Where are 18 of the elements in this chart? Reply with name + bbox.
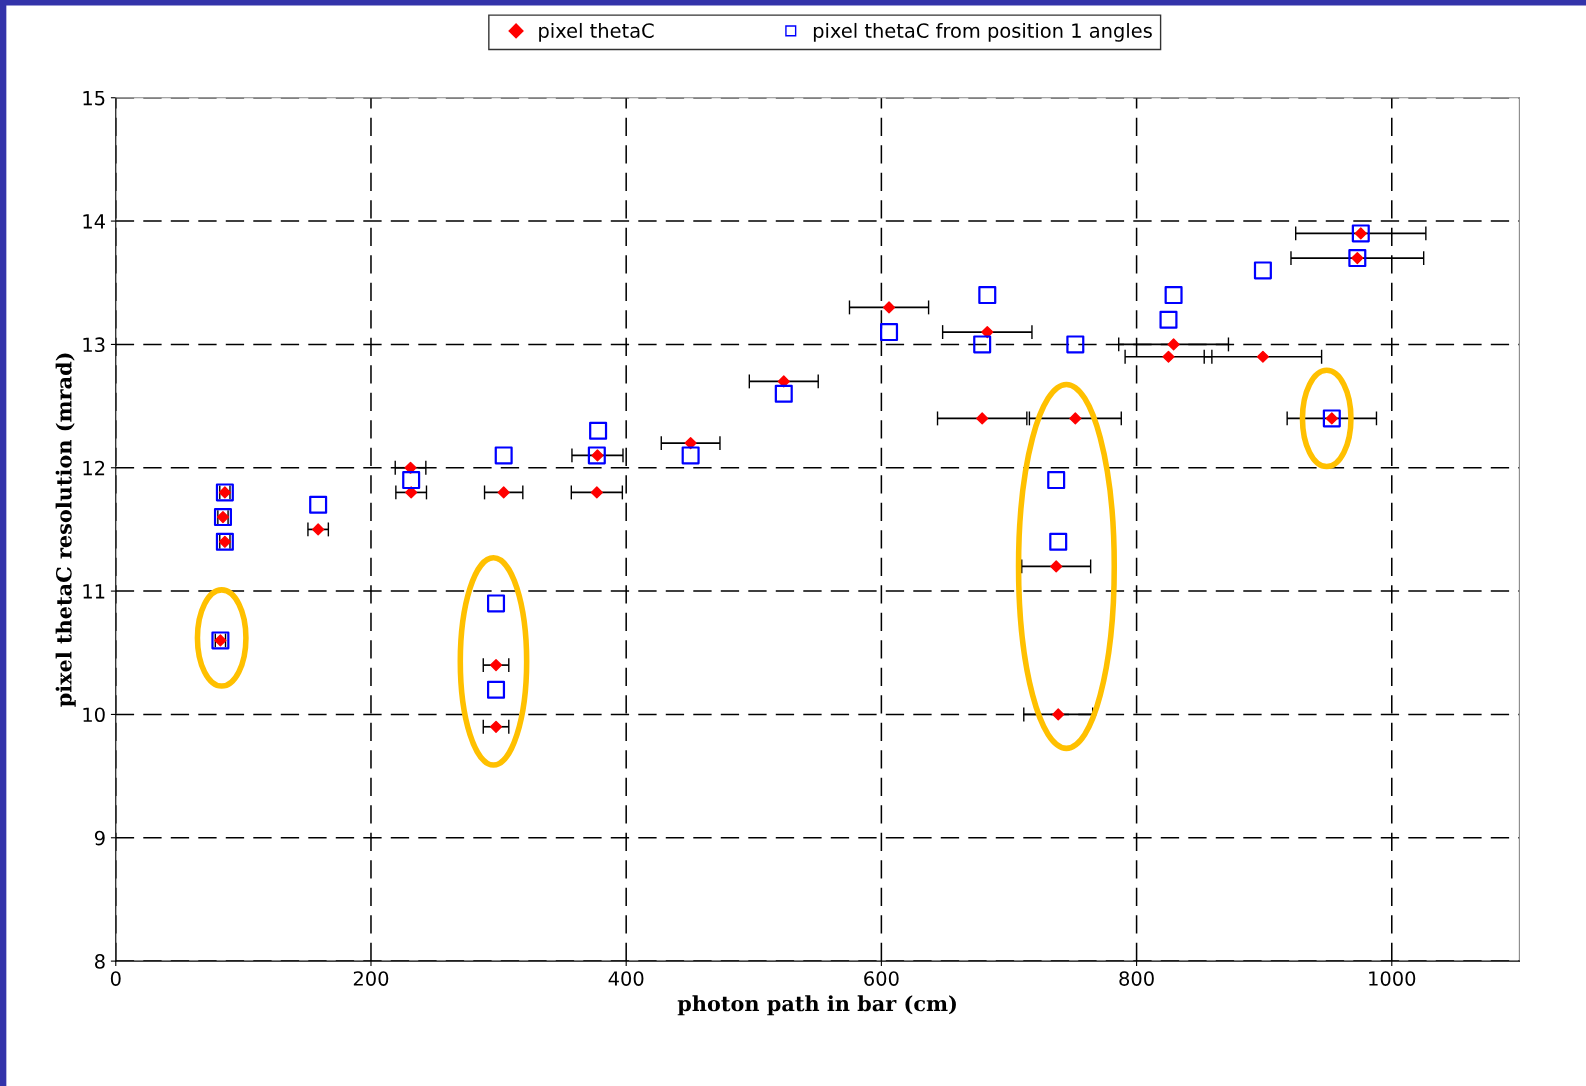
- y-tick-label: 14: [83, 214, 105, 229]
- y-axis-title: pixel thetaC resolution (mrad): [55, 353, 76, 707]
- x-tick-label: 1000: [1369, 971, 1416, 986]
- y-tick-label: 10: [83, 707, 105, 723]
- y-tick-label: 9: [94, 830, 105, 846]
- y-tick-label: 12: [83, 460, 105, 476]
- x-tick-label: 800: [1119, 971, 1154, 986]
- x-tick-label: 200: [353, 971, 389, 986]
- y-tick-label: 8: [95, 954, 105, 969]
- y-tick-label: 15: [83, 90, 105, 106]
- y-tick-label: 11: [83, 584, 105, 599]
- y-tick-label: 13: [83, 337, 105, 353]
- x-tick-label: 400: [608, 971, 644, 986]
- x-tick-label: 600: [864, 971, 899, 986]
- legend-label: pixel thetaC from position 1 angles: [813, 22, 1152, 42]
- x-axis-title: photon path in bar (cm): [677, 995, 956, 1016]
- legend-label: pixel thetaC: [539, 22, 654, 42]
- x-tick-label: 0: [110, 971, 121, 986]
